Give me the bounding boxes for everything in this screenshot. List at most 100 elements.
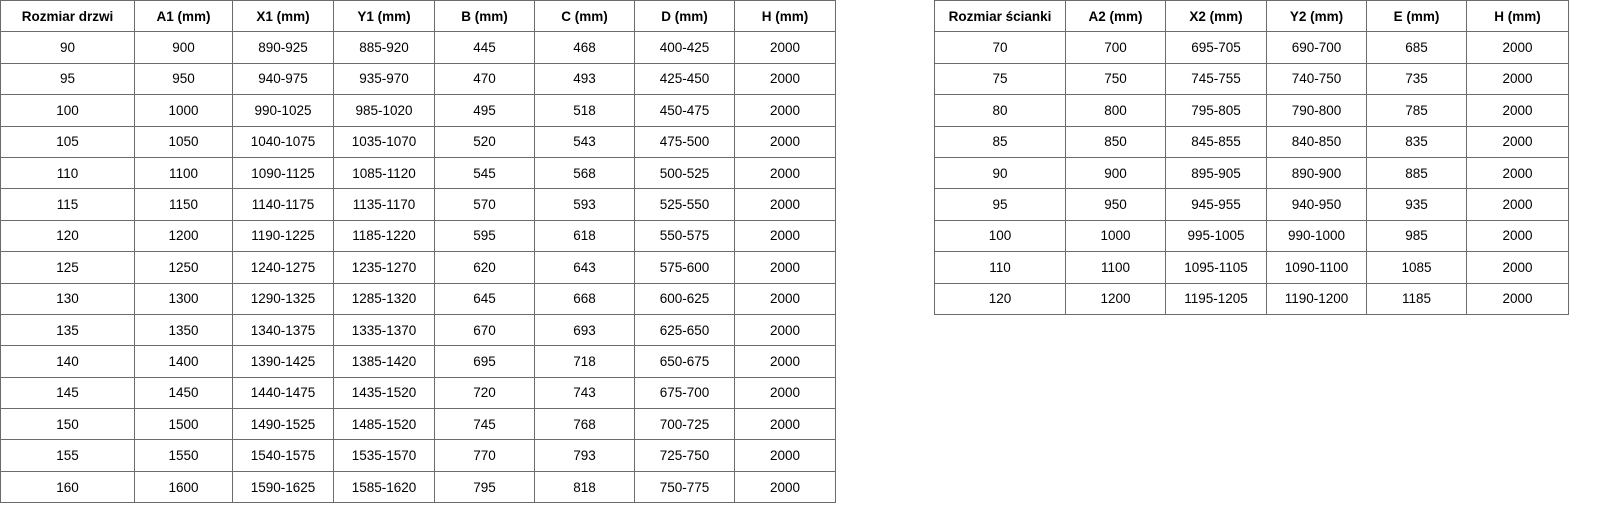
table-cell: 740-750 (1266, 62, 1367, 96)
table-cell: 895-905 (1165, 156, 1267, 190)
table-cell: 95 (0, 62, 135, 96)
table-cell: 150 (0, 408, 135, 441)
table-cell: 890-925 (232, 31, 334, 64)
table-row: 80 800 795-805 790-800 785 2000 (934, 94, 1569, 127)
table-cell: 1250 (134, 251, 233, 284)
table-cell: 720 (434, 376, 535, 410)
table-row: 135 1350 1340-1375 1335-1370 670 693 625-650 20… (0, 313, 836, 347)
table-cell: 518 (534, 94, 635, 127)
table-row: 120 1200 1195-1205 1190-1200 1185 2000 (934, 282, 1569, 315)
table-cell: 625-650 (634, 313, 735, 347)
table-cell: 1085-1120 (333, 156, 435, 190)
table-cell: 1290-1325 (232, 282, 334, 315)
table-cell: 100 (934, 219, 1066, 253)
table-cell: 1440-1475 (232, 376, 334, 410)
table-cell: 1490-1525 (232, 408, 334, 441)
table-row: 85 850 845-855 840-850 835 2000 (934, 125, 1569, 158)
table-cell: 105 (0, 125, 135, 158)
table-cell: 795-805 (1165, 94, 1267, 127)
table-cell: 950 (134, 62, 233, 96)
table-cell: 790-800 (1266, 94, 1367, 127)
table-cell: 940-975 (232, 62, 334, 96)
table-cell: 570 (434, 188, 535, 221)
table-row: 90 900 890-925 885-920 445 468 400-425 2000 (0, 31, 836, 64)
table-cell: 2000 (734, 219, 836, 253)
table-cell: 1485-1520 (333, 408, 435, 441)
table-cell: 800 (1065, 94, 1166, 127)
column-header: H (mm) (734, 0, 836, 33)
table-row: 105 1050 1040-1075 1035-1070 520 543 475-500 20… (0, 125, 836, 158)
table-row: 130 1300 1290-1325 1285-1320 645 668 600-625 20… (0, 282, 836, 315)
table-cell: 495 (434, 94, 535, 127)
table-cell: 850 (1065, 125, 1166, 158)
table-cell: 1285-1320 (333, 282, 435, 315)
table-cell: 1200 (1065, 282, 1166, 315)
table-cell: 670 (434, 313, 535, 347)
table-cell: 718 (534, 345, 635, 378)
table-row: 115 1150 1140-1175 1135-1170 570 593 525-550 20… (0, 188, 836, 221)
table-cell: 1190-1200 (1266, 282, 1367, 315)
table-row: 160 1600 1590-1625 1585-1620 795 818 750-775 20… (0, 470, 836, 504)
table-cell: 475-500 (634, 125, 735, 158)
table-cell: 745-755 (1165, 62, 1267, 96)
table-cell: 985 (1366, 219, 1467, 253)
table-cell: 1095-1105 (1165, 251, 1267, 284)
table-cell: 2000 (734, 439, 836, 472)
table-cell: 2000 (734, 376, 836, 410)
table-cell: 990-1000 (1266, 219, 1367, 253)
table-cell: 950 (1065, 188, 1166, 221)
table-cell: 1195-1205 (1165, 282, 1267, 315)
table-cell: 145 (0, 376, 135, 410)
table-cell: 2000 (1466, 251, 1569, 284)
table-cell: 1000 (1065, 219, 1166, 253)
table-cell: 120 (934, 282, 1066, 315)
table-cell: 493 (534, 62, 635, 96)
table-row: 125 1250 1240-1275 1235-1270 620 643 575-600 20… (0, 251, 836, 284)
table-cell: 450-475 (634, 94, 735, 127)
header-row: Rozmiar drzwi A1 (mm) X1 (mm) Y1 (mm) B (mm)… (0, 0, 836, 33)
table-cell: 110 (934, 251, 1066, 284)
table-row: 95 950 945-955 940-950 935 2000 (934, 188, 1569, 221)
table-cell: 1100 (1065, 251, 1166, 284)
table-cell: 768 (534, 408, 635, 441)
table-cell: 690-700 (1266, 31, 1367, 64)
table-cell: 700 (1065, 31, 1166, 64)
table-cell: 900 (134, 31, 233, 64)
column-header: Rozmiar drzwi (0, 0, 135, 33)
table-cell: 595 (434, 219, 535, 253)
table-cell: 693 (534, 313, 635, 347)
table-cell: 1050 (134, 125, 233, 158)
table-cell: 1190-1225 (232, 219, 334, 253)
table-cell: 575-600 (634, 251, 735, 284)
table-cell: 520 (434, 125, 535, 158)
table-cell: 745 (434, 408, 535, 441)
table-cell: 2000 (1466, 31, 1569, 64)
table-cell: 1340-1375 (232, 313, 334, 347)
table-cell: 840-850 (1266, 125, 1367, 158)
table-cell: 835 (1366, 125, 1467, 158)
table-cell: 525-550 (634, 188, 735, 221)
table-row: 70 700 695-705 690-700 685 2000 (934, 31, 1569, 64)
table-cell: 80 (934, 94, 1066, 127)
table-cell: 1040-1075 (232, 125, 334, 158)
table-cell: 990-1025 (232, 94, 334, 127)
table-cell: 1140-1175 (232, 188, 334, 221)
table-cell: 425-450 (634, 62, 735, 96)
column-header: X1 (mm) (232, 0, 334, 33)
table-cell: 695-705 (1165, 31, 1267, 64)
table-cell: 650-675 (634, 345, 735, 378)
table-cell: 935 (1366, 188, 1467, 221)
table-cell: 140 (0, 345, 135, 378)
table-cell: 750 (1065, 62, 1166, 96)
table-cell: 545 (434, 156, 535, 190)
table-cell: 2000 (1466, 62, 1569, 96)
table-cell: 818 (534, 470, 635, 504)
column-header: C (mm) (534, 0, 635, 33)
table-row: 155 1550 1540-1575 1535-1570 770 793 725-750 20… (0, 439, 836, 472)
table-cell: 900 (1065, 156, 1166, 190)
table-cell: 135 (0, 313, 135, 347)
table-cell: 795 (434, 470, 535, 504)
table-cell: 1385-1420 (333, 345, 435, 378)
table-cell: 1585-1620 (333, 470, 435, 504)
table-cell: 2000 (1466, 282, 1569, 315)
